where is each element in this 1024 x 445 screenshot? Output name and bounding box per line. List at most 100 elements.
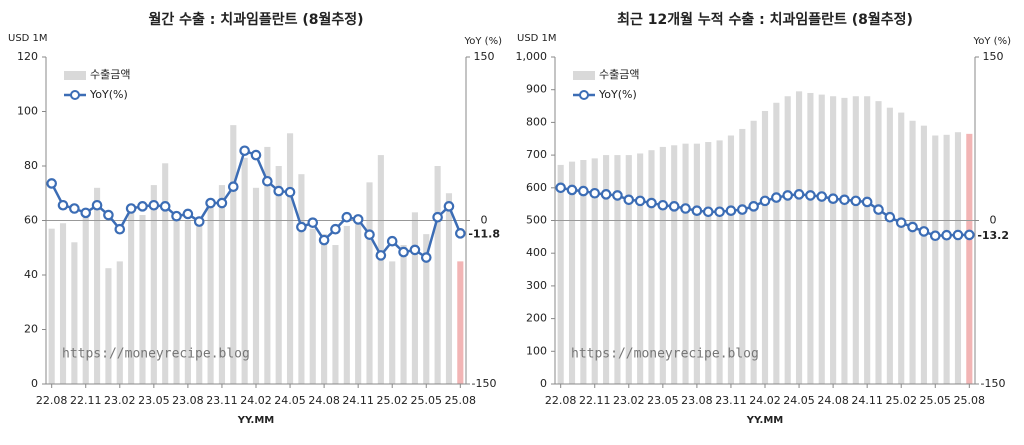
bar <box>648 150 655 384</box>
bar <box>128 209 135 384</box>
x-tick-label: 24.02 <box>240 394 272 407</box>
y-tick-label: 800 <box>526 115 547 128</box>
bar <box>761 110 769 384</box>
yoy-marker <box>420 252 432 263</box>
bar <box>434 166 441 384</box>
bar <box>557 164 564 384</box>
yoy-marker <box>589 187 601 199</box>
yoy-marker <box>918 226 930 237</box>
y-tick-label: 60 <box>24 214 38 227</box>
bar <box>898 112 905 384</box>
x-tick-label: 24.02 <box>749 394 781 407</box>
yoy-marker <box>364 229 375 240</box>
bar <box>377 155 384 384</box>
y-tick-label: 1,000 <box>516 50 548 63</box>
yoy-marker <box>182 208 194 220</box>
bar <box>423 234 430 384</box>
bar <box>196 225 203 384</box>
yoy-marker <box>850 195 862 207</box>
yoy-marker <box>386 235 398 247</box>
yoy-marker <box>793 189 805 200</box>
legend-label: YoY(%) <box>89 88 128 101</box>
y-tick-label: 100 <box>526 344 547 357</box>
legend-bar-swatch <box>573 71 595 80</box>
x-tick-label: 23.02 <box>613 394 645 407</box>
yoy-marker <box>341 211 353 223</box>
yoy-marker <box>352 214 364 225</box>
x-tick-label: 24.08 <box>817 394 849 407</box>
yoy-marker <box>57 199 69 211</box>
legend-marker <box>579 90 589 100</box>
yoy-marker <box>771 192 782 203</box>
x-tick-label: 22.11 <box>579 394 611 407</box>
bar <box>920 125 927 385</box>
y-tick-label: 0 <box>540 377 547 390</box>
bar <box>48 228 55 384</box>
yoy-marker <box>861 196 873 208</box>
yoy-marker <box>171 210 182 222</box>
yoy-marker <box>432 211 443 223</box>
bar <box>366 182 373 384</box>
bar <box>807 92 814 384</box>
bar <box>286 133 294 384</box>
bar <box>116 261 123 384</box>
bar <box>864 96 871 385</box>
yoy-marker <box>600 189 612 200</box>
bar <box>966 133 973 384</box>
yoy-marker <box>646 197 657 209</box>
yoy-value-label: -13.2 <box>977 229 1009 242</box>
bar <box>355 215 362 384</box>
bar <box>943 134 950 384</box>
bar <box>71 242 78 384</box>
y-tick-label: 100 <box>17 105 38 118</box>
bar <box>841 97 848 384</box>
yoy-marker <box>952 229 964 241</box>
yoy-marker <box>443 201 455 212</box>
bar <box>445 193 453 384</box>
y2-tick-label: -150 <box>472 377 497 390</box>
y-tick-label: 400 <box>526 246 547 259</box>
yoy-marker <box>307 217 319 228</box>
watermark: https://moneyrecipe.blog <box>62 347 250 362</box>
x-tick-label: 23.11 <box>715 394 747 407</box>
y-tick-label: 600 <box>526 181 547 194</box>
x-axis-title: YY.MM <box>237 415 275 426</box>
yoy-marker <box>125 203 137 214</box>
bar <box>400 245 407 384</box>
x-tick-label: 23.05 <box>647 394 679 407</box>
yoy-marker <box>566 184 578 196</box>
bar <box>693 143 700 384</box>
bar <box>875 101 882 385</box>
yoy-marker <box>103 209 114 221</box>
x-tick-label: 24.08 <box>308 394 340 407</box>
yoy-marker <box>668 201 680 212</box>
yoy-marker <box>907 221 918 233</box>
yoy-marker <box>409 244 421 256</box>
y-axis-title: USD 1M <box>517 33 557 44</box>
bar <box>309 228 316 384</box>
yoy-marker <box>239 145 250 157</box>
bar <box>682 143 689 384</box>
yoy-marker <box>702 206 714 218</box>
x-tick-label: 23.08 <box>681 394 713 407</box>
bar <box>614 155 621 384</box>
bar <box>218 185 226 384</box>
bar <box>457 261 464 384</box>
bar <box>252 187 260 384</box>
x-tick-label: 23.11 <box>206 394 238 407</box>
yoy-marker <box>964 229 975 241</box>
y-tick-label: 40 <box>24 268 38 281</box>
x-tick-label: 25.08 <box>954 394 986 407</box>
yoy-marker <box>455 228 466 239</box>
x-axis-title: YY.MM <box>746 415 784 426</box>
yoy-marker <box>262 175 273 187</box>
bar <box>184 220 191 384</box>
bar <box>932 135 939 384</box>
bar <box>818 94 825 384</box>
bar <box>389 261 396 384</box>
yoy-marker <box>148 199 160 211</box>
yoy-marker <box>80 207 92 219</box>
x-tick-label: 24.05 <box>274 394 306 407</box>
x-tick-label: 25.08 <box>445 394 477 407</box>
